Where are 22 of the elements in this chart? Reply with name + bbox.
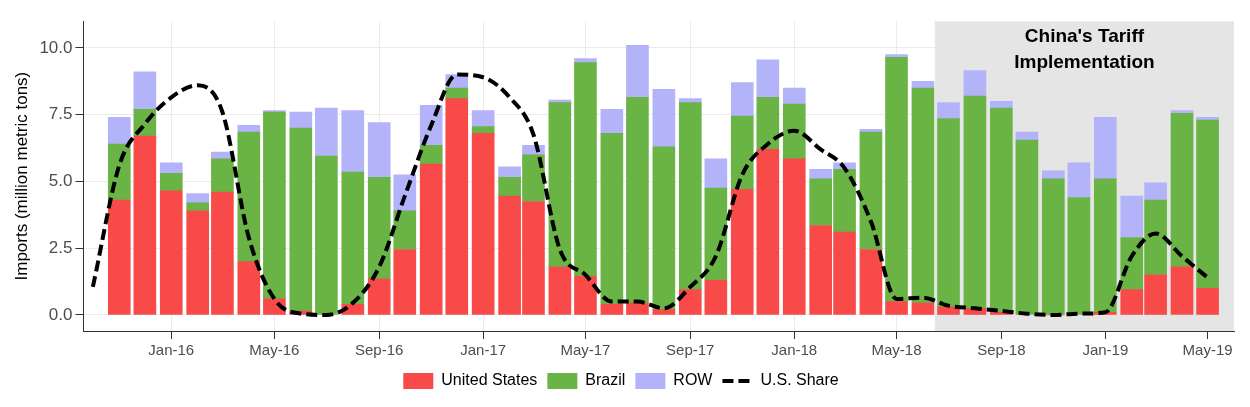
band-label: China's Tariff Implementation xyxy=(1014,24,1155,72)
x-tick-label: Jan-16 xyxy=(148,341,195,359)
x-tick-label: Sep-17 xyxy=(666,341,715,359)
y-tick-label: 2.5 xyxy=(48,237,73,257)
y-axis-title: Imports (million metric tons) xyxy=(11,71,31,281)
x-tick-label: Jan-18 xyxy=(771,341,818,359)
legend-label: ROW xyxy=(673,371,714,389)
x-tick-label: Sep-18 xyxy=(977,341,1026,359)
x-tick-label: May-17 xyxy=(560,341,611,359)
x-tick-label: Sep-16 xyxy=(355,341,404,359)
legend-label: U.S. Share xyxy=(760,371,839,389)
legend-label: United States xyxy=(441,371,538,389)
x-tick-label: May-18 xyxy=(871,341,922,359)
y-tick-label: 7.5 xyxy=(48,104,73,124)
x-tick-label: Jan-17 xyxy=(460,341,507,359)
x-tick-label: May-19 xyxy=(1182,341,1233,359)
y-tick-label: 10.0 xyxy=(39,37,73,57)
y-tick-label: 5.0 xyxy=(48,171,73,191)
y-tick-label: 0.0 xyxy=(48,304,73,324)
x-tick-label: May-16 xyxy=(249,341,300,359)
legend-label: Brazil xyxy=(585,371,626,389)
x-tick-label: Jan-19 xyxy=(1082,341,1129,359)
